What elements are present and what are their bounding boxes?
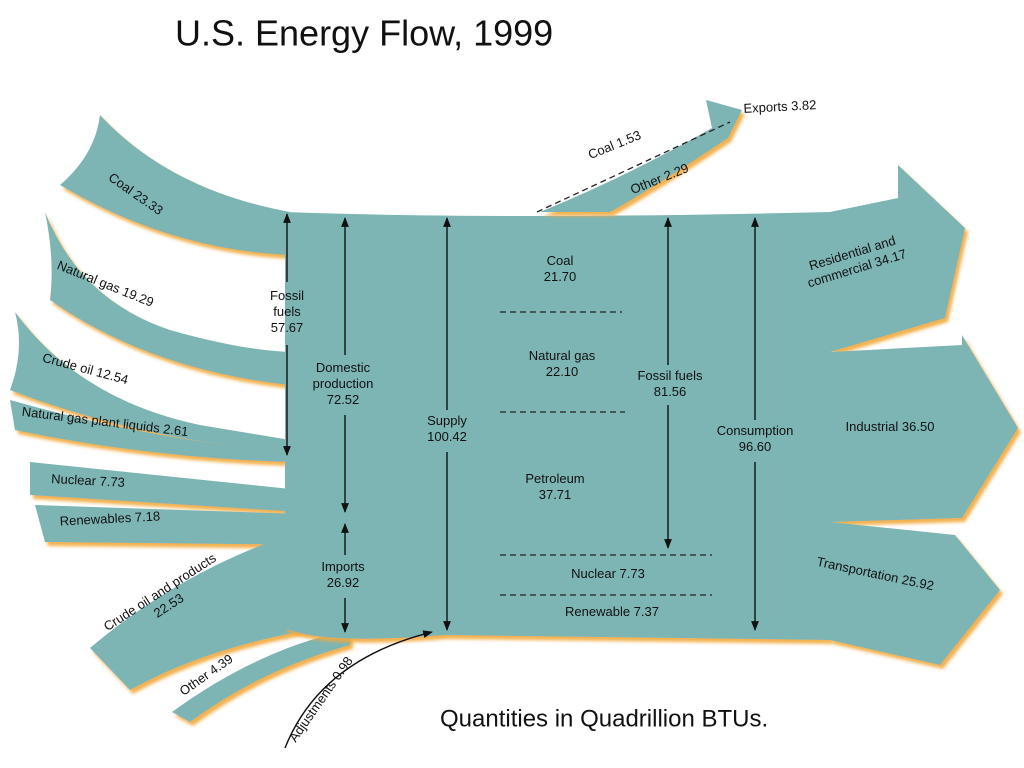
export-label: Coal 1.53 [586,128,643,163]
flow-label-line: Supply [427,413,467,428]
output-label: Industrial 36.50 [846,419,935,434]
flow-label-line: 57.67 [271,320,304,335]
title: U.S. Energy Flow, 1999 [175,13,553,54]
breakdown-label-line: Coal [547,253,574,268]
flow-label-line: Consumption [717,423,794,438]
flow-label-line: 26.92 [327,575,360,590]
input-label-line: Renewables 7.18 [59,509,160,529]
flow-label-line: 81.56 [654,384,687,399]
flow-label: Imports 26.92 [321,559,365,590]
adjustments-label-line: Adjustments 0.98 [286,654,356,745]
flow-label-line: 100.42 [427,429,467,444]
adjustments-label: Adjustments 0.98 [286,654,356,745]
breakdown-label: Nuclear 7.73 [571,566,645,581]
flow-label-line: 96.60 [739,439,772,454]
flow-label: Fossil fuels 57.67 [270,288,304,335]
flow-label-line: 72.52 [327,392,360,407]
breakdown-label-line: 22.10 [546,364,579,379]
breakdown-label-line: 37.71 [539,487,572,502]
flow-label-line: Imports [321,559,365,574]
output-label-line: Industrial 36.50 [846,419,935,434]
flow-bands [10,100,1018,722]
input-label: Renewables 7.18 [59,509,160,529]
export-label-line: Coal 1.53 [586,128,643,163]
breakdown-label: Coal 21.70 [544,253,577,284]
breakdown-label-line: Renewable 7.37 [565,604,659,619]
export-label: Exports 3.82 [743,98,817,117]
breakdown-label-line: Natural gas [529,348,596,363]
flow-label: Fossil fuels 81.56 [637,368,703,399]
breakdown-label: Renewable 7.37 [565,604,659,619]
arrows [283,121,759,749]
input-label-line: Nuclear 7.73 [51,472,125,491]
breakdown-label: Natural gas 22.10 [529,348,596,379]
units-note: Quantities in Quadrillion BTUs. [440,705,768,732]
breakdown-label-line: 21.70 [544,269,577,284]
input-label: Nuclear 7.73 [51,472,125,491]
breakdown-label: Petroleum 37.71 [525,471,584,502]
flow-label-line: Fossil fuels [637,368,703,383]
flow-label-line: production [313,376,374,391]
flow-label-line: Fossil [270,288,304,303]
flow-label: Domestic production 72.52 [313,360,374,407]
flow-label-line: fuels [273,304,301,319]
breakdown-label-line: Nuclear 7.73 [571,566,645,581]
export-label-line: Exports 3.82 [743,98,817,117]
flow-label: Consumption 96.60 [717,423,794,454]
flow-label: Supply 100.42 [427,413,467,444]
flow-label-line: Domestic [316,360,371,375]
breakdown-label-line: Petroleum [525,471,584,486]
